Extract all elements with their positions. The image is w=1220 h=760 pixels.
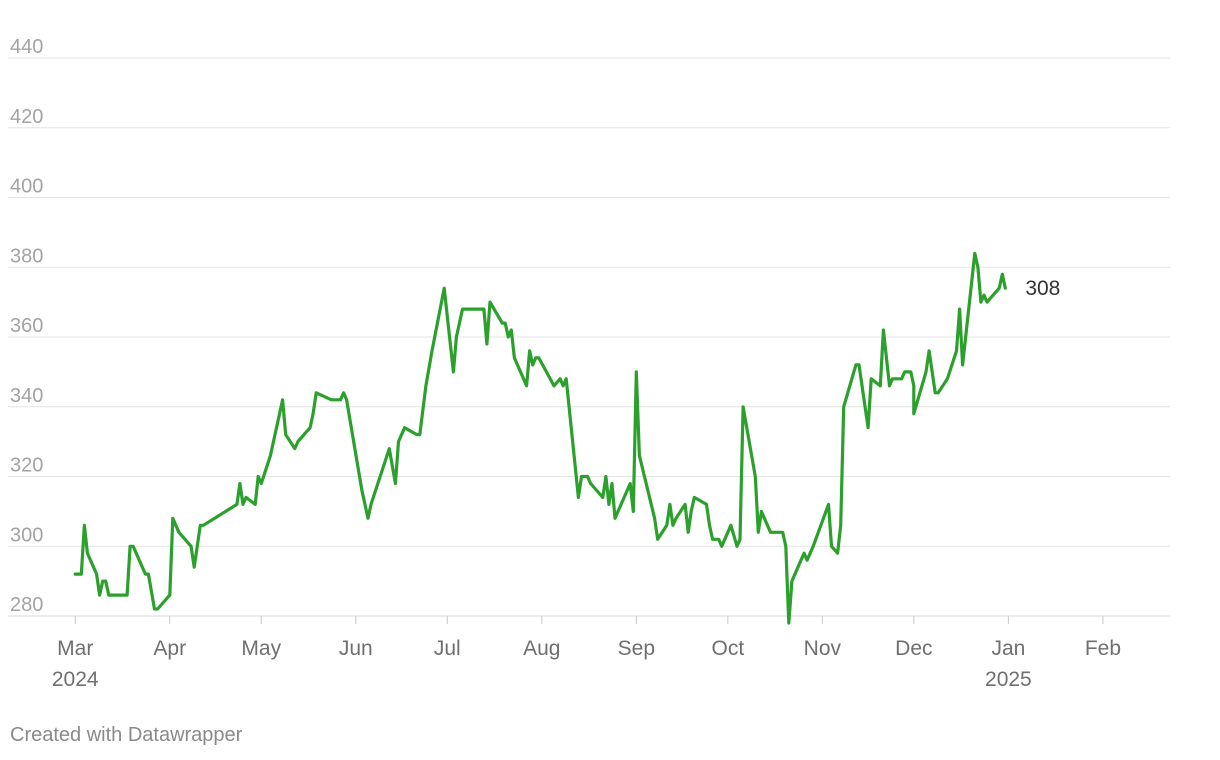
x-tick-label: Aug: [523, 637, 560, 660]
x-tick-label: Sep: [618, 637, 655, 660]
x-tick-label: Dec: [895, 637, 932, 660]
x-tick-label: Oct: [711, 637, 744, 660]
y-tick-label: 340: [10, 385, 43, 407]
y-tick-label: 300: [10, 524, 43, 546]
y-tick-label: 360: [10, 315, 43, 337]
x-tick-label: Jun: [339, 637, 373, 660]
y-tick-label: 380: [10, 245, 43, 267]
series-line-0: [73, 251, 1007, 625]
y-tick-label: 320: [10, 455, 43, 477]
x-tick-label: Jul: [434, 637, 461, 660]
x-tick-label: Mar: [57, 637, 93, 660]
x-tick-label: Nov: [804, 637, 842, 660]
x-tick-year-label: 2024: [52, 668, 99, 691]
x-tick-label: Feb: [1085, 637, 1121, 660]
end-value-label: 308: [1025, 277, 1060, 300]
y-axis: 280 300 320 340 360 380 400 420 440: [10, 36, 43, 616]
x-tick-label: May: [241, 637, 281, 660]
y-tick-label: 400: [10, 176, 43, 198]
x-tick-label: Jan: [991, 637, 1025, 660]
gridlines: [8, 57, 1170, 617]
x-axis: Mar 2024 Apr May Jun Jul Aug Sep Oct Nov Dec Jan 202…: [52, 616, 1121, 691]
y-tick-label: 280: [10, 594, 43, 616]
y-tick-label: 420: [10, 106, 43, 128]
x-tick-year-label: 2025: [985, 668, 1032, 691]
y-tick-label: 440: [10, 36, 43, 58]
x-tick-label: Apr: [153, 637, 186, 660]
series-layer: 308: [73, 251, 1060, 625]
credit-text: Created with Datawrapper: [10, 724, 243, 746]
